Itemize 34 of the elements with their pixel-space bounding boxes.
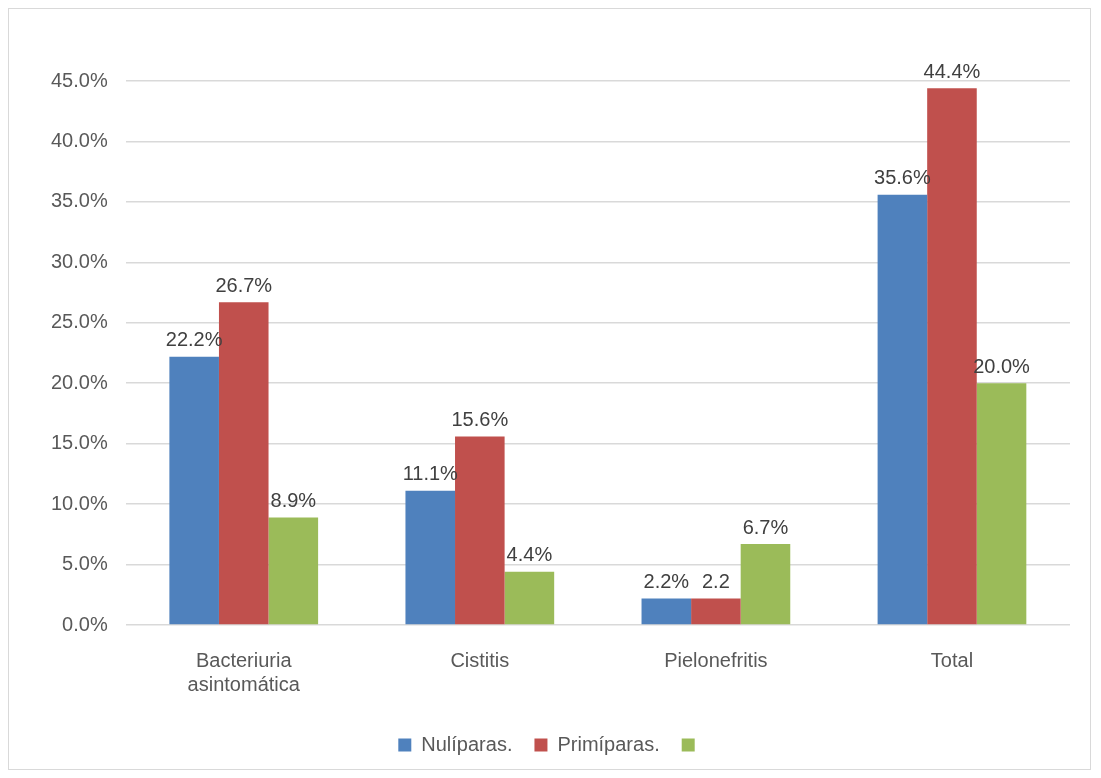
x-tick-label: Bacteriuria asintomática (187, 648, 301, 695)
bar (268, 517, 319, 625)
x-tick-label: Cistitis (450, 648, 510, 671)
data-label: 26.7% (215, 273, 273, 296)
x-tick-label: Total (930, 648, 974, 671)
y-tick-label: 20.0% (50, 370, 108, 393)
bar (976, 383, 1027, 625)
data-label: 4.4% (506, 543, 553, 566)
legend-label: Nulíparas. (421, 732, 513, 755)
y-tick-label: 45.0% (50, 68, 108, 91)
y-tick-label: 40.0% (50, 128, 108, 151)
bar (877, 194, 928, 625)
bar (455, 436, 505, 625)
bar (169, 356, 219, 625)
y-tick-label: 30.0% (50, 249, 108, 272)
bar (740, 544, 791, 625)
y-tick-label: 0.0% (62, 612, 108, 635)
x-tick-label: Pielonefritis (664, 648, 768, 671)
y-tick-label: 25.0% (50, 310, 108, 333)
data-label: 2.2% (643, 569, 690, 592)
bar (405, 490, 456, 625)
y-tick-label: 10.0% (50, 491, 108, 514)
y-tick-label: 15.0% (50, 431, 108, 454)
data-label: 44.4% (923, 59, 981, 82)
data-label: 6.7% (742, 515, 789, 538)
bar (504, 571, 555, 625)
bar (641, 598, 692, 625)
bar (691, 598, 741, 625)
data-label: 8.9% (270, 488, 317, 511)
y-tick-label: 5.0% (62, 552, 108, 575)
legend-label: Primíparas. (557, 732, 660, 755)
y-tick-label: 35.0% (50, 189, 108, 212)
data-label: 15.6% (451, 407, 509, 430)
data-label: 2.2 (701, 569, 730, 592)
